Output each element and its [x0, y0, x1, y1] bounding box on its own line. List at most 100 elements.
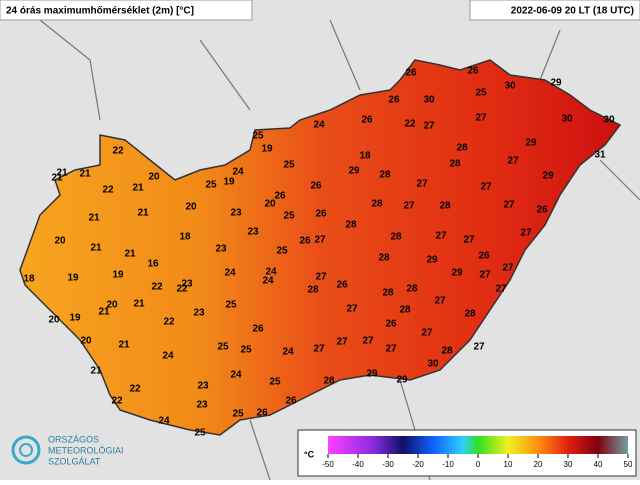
station-value: 25	[232, 409, 244, 420]
station-value: 25	[252, 131, 264, 142]
station-value: 25	[276, 246, 288, 257]
station-value: 27	[346, 304, 358, 315]
station-value: 27	[463, 235, 475, 246]
station-value: 27	[314, 235, 326, 246]
station-value: 21	[133, 299, 145, 310]
station-value: 21	[90, 243, 102, 254]
station-value: 24	[162, 351, 174, 362]
station-value: 22	[176, 284, 188, 295]
station-value: 27	[362, 336, 374, 347]
colorbar-tick-label: 0	[476, 460, 481, 469]
station-value: 19	[223, 177, 235, 188]
station-value: 29	[550, 78, 562, 89]
station-value: 21	[88, 213, 100, 224]
station-value: 26	[256, 408, 268, 419]
station-value: 28	[464, 309, 476, 320]
colorbar-tick-label: 10	[504, 460, 513, 469]
station-value: 28	[345, 220, 357, 231]
station-value: 29	[542, 171, 554, 182]
station-value: 27	[435, 231, 447, 242]
station-value: 28	[439, 201, 451, 212]
station-value: 27	[507, 156, 519, 167]
station-value: 26	[405, 68, 417, 79]
station-value: 27	[434, 296, 446, 307]
station-value: 24	[224, 268, 236, 279]
station-value: 22	[129, 384, 141, 395]
station-value: 20	[54, 236, 66, 247]
station-value: 26	[252, 324, 264, 335]
time: 2022-06-09 20 LT (18 UTC)	[511, 6, 634, 17]
station-value: 26	[536, 205, 548, 216]
borders	[39, 19, 640, 481]
station-value: 27	[480, 182, 492, 193]
station-value: 27	[315, 272, 327, 283]
colorbar	[328, 436, 628, 454]
colorbar-tick-label: -10	[442, 460, 454, 469]
station-value: 21	[98, 307, 110, 318]
station-value: 29	[348, 166, 360, 177]
station-value: 21	[51, 173, 63, 184]
station-value: 25	[240, 345, 252, 356]
station-value: 27	[475, 113, 487, 124]
station-value: 29	[451, 268, 463, 279]
station-value: 28	[379, 170, 391, 181]
station-value: 19	[261, 144, 273, 155]
station-value: 27	[336, 337, 348, 348]
station-value: 21	[137, 208, 149, 219]
station-value: 27	[502, 263, 514, 274]
station-value: 28	[456, 143, 468, 154]
station-value: 28	[449, 159, 461, 170]
station-value: 16	[147, 259, 159, 270]
station-value: 21	[118, 340, 130, 351]
station-value: 25	[217, 342, 229, 353]
station-value: 28	[441, 346, 453, 357]
colorbar-tick-label: -30	[382, 460, 394, 469]
station-value: 23	[196, 400, 208, 411]
station-value: 21	[90, 366, 102, 377]
station-value: 28	[371, 199, 383, 210]
station-value: 30	[561, 114, 573, 125]
station-value: 25	[269, 377, 281, 388]
station-value: 23	[247, 227, 259, 238]
station-value: 24	[262, 276, 274, 287]
station-value: 28	[406, 284, 418, 295]
station-value: 31	[594, 150, 606, 161]
station-value: 21	[132, 183, 144, 194]
station-value: 26	[336, 280, 348, 291]
station-value: 29	[525, 138, 537, 149]
station-value: 30	[423, 95, 435, 106]
station-value: 27	[423, 121, 435, 132]
station-value: 25	[475, 88, 487, 99]
station-value: 21	[56, 168, 68, 179]
station-value: 23	[197, 381, 209, 392]
station-value: 28	[399, 305, 411, 316]
station-value: 20	[106, 300, 118, 311]
station-value: 27	[385, 344, 397, 355]
station-value: 27	[473, 342, 485, 353]
station-value: 26	[285, 396, 297, 407]
station-value: 23	[181, 279, 193, 290]
station-value: 29	[426, 255, 438, 266]
station-value: 25	[225, 300, 237, 311]
colorbar-tick-label: -20	[412, 460, 424, 469]
station-value: 28	[382, 288, 394, 299]
station-value: 23	[193, 308, 205, 319]
station-value: 18	[179, 232, 191, 243]
colorbar-tick-label: -50	[322, 460, 334, 469]
station-value: 30	[427, 359, 439, 370]
logo-text: SZOLGÁLAT	[48, 456, 101, 466]
station-value: 26	[315, 209, 327, 220]
colorbar-unit: °C	[304, 449, 315, 459]
station-value: 24	[230, 370, 242, 381]
station-value: 28	[323, 376, 335, 387]
station-value: 22	[151, 282, 163, 293]
title: 24 órás maximumhőmérséklet (2m) [°C]	[6, 6, 194, 17]
station-value: 20	[185, 202, 197, 213]
colorbar-tick-label: 50	[624, 460, 633, 469]
station-value: 27	[503, 200, 515, 211]
colorbar-tick-label: 20	[534, 460, 543, 469]
station-value: 20	[80, 336, 92, 347]
station-value: 26	[385, 319, 397, 330]
station-value: 28	[307, 285, 319, 296]
